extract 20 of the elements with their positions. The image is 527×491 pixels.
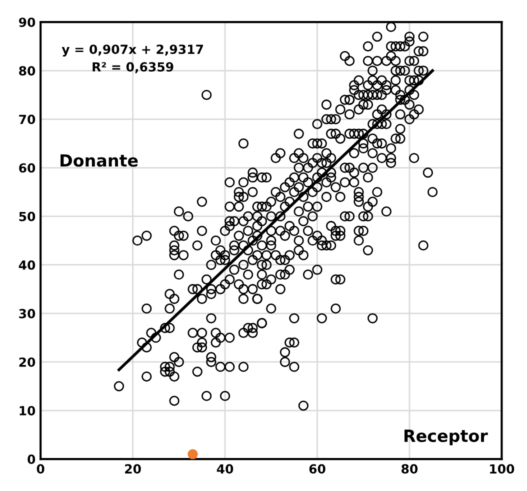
y-tick-label: 40 [18,260,36,270]
y-tick-label: 30 [19,308,36,318]
x-tick-label: 40 [216,464,234,474]
x-tick-label: 0 [36,464,44,474]
x-tick-label: 20 [125,464,141,474]
y-tick-label: 0 [28,454,36,464]
x-tick-label: 80 [402,464,418,474]
y-tick-label: 60 [19,163,36,173]
annotation: R² = 0,6359 [92,62,174,74]
x-tick-label: 100 [490,464,514,474]
y-tick-label: 50 [19,212,36,222]
y-tick-label: 20 [19,357,36,367]
y-tick-label: 80 [19,66,36,76]
y-axis-title: Donante [60,154,138,167]
y-tick-label: 70 [19,114,36,124]
y-tick-label: 10 [20,406,36,416]
y-tick-label: 90 [18,18,36,28]
x-axis-title: Receptor [404,430,488,446]
x-tick-label: 60 [309,464,326,474]
annotation: y = 0,907x + 2,9317 [62,44,203,57]
